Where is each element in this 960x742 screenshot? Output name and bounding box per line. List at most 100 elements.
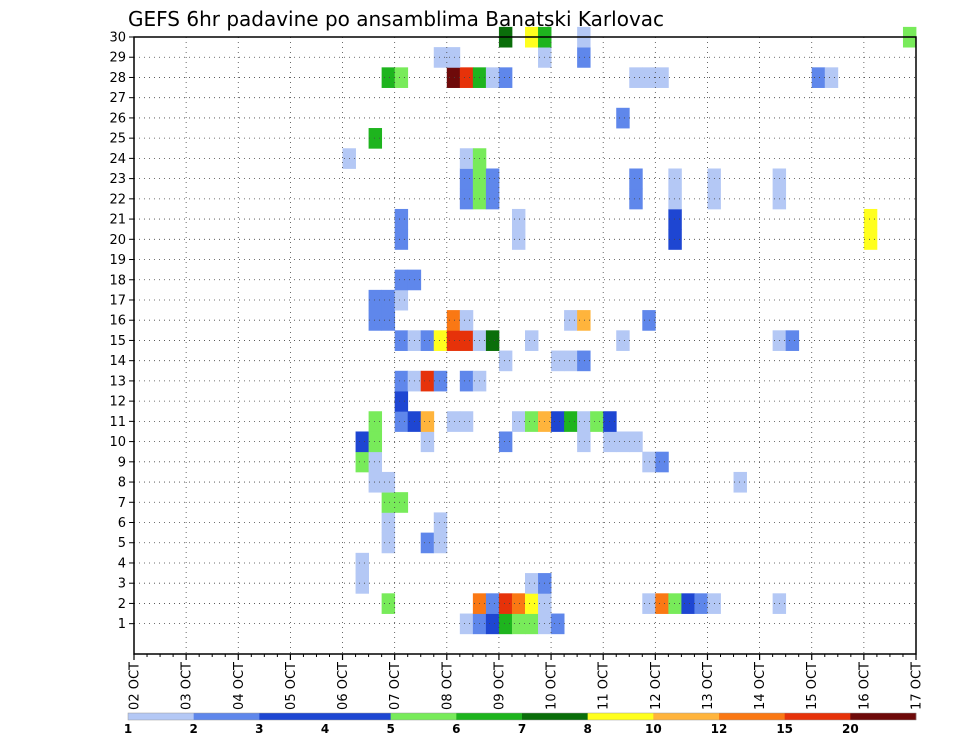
heatmap-cell [368,289,383,311]
heatmap-cell [446,310,461,331]
heatmap-cell [863,208,878,230]
y-tick-label: 20 [109,233,126,248]
heatmap-cell [381,532,396,554]
colorbar-segment [325,713,391,720]
heatmap-cell [459,370,474,392]
heatmap-cell [433,532,448,554]
colorbar-label: 12 [711,722,728,736]
heatmap-cell [381,492,396,513]
x-tick-label: 04 OCT [232,662,247,710]
heatmap-cell [355,552,369,574]
heatmap-cell [498,431,513,453]
heatmap-cell [459,411,474,432]
heatmap-cell [616,431,630,453]
heatmap-cell [394,391,409,412]
grid-lines [134,36,916,654]
heatmap-cell [420,370,435,392]
x-tick-label: 02 OCT [128,662,143,710]
heatmap-cell [616,330,630,351]
y-tick-label: 12 [109,395,126,410]
heatmap-cell [525,573,539,594]
y-tick-label: 23 [109,172,126,187]
heatmap-cell [668,593,682,614]
y-tick-label: 9 [118,455,126,470]
heatmap-cell [381,512,396,534]
heatmap-cell [420,411,435,432]
heatmap-cell [525,330,539,351]
heatmap-cell [381,289,396,311]
heatmap-cell [485,330,500,351]
y-tick-label: 24 [109,152,126,167]
heatmap-cell [655,67,669,88]
heatmap-cell [511,411,526,432]
heatmap-cell [668,188,682,210]
heatmap-cell [485,67,500,88]
heatmap-cell [785,330,800,351]
y-tick-label: 27 [109,91,126,106]
colorbar-segment [456,713,523,720]
heatmap-cell [511,613,526,635]
heatmap-cell [394,229,409,250]
heatmap-cell [433,512,448,534]
heatmap-cells [342,26,917,635]
x-tick-label: 10 OCT [545,662,560,710]
heatmap-cell [394,411,409,432]
heatmap-cell [485,613,500,635]
colorbar-segment [128,713,194,720]
y-tick-label: 17 [109,293,126,308]
y-tick-label: 2 [118,597,126,612]
heatmap-cell [668,168,682,190]
heatmap-cell [629,168,643,190]
colorbar-label: 4 [321,722,329,736]
heatmap-cell [368,411,383,432]
heatmap-cell [381,310,396,331]
y-tick-label: 26 [109,111,126,126]
heatmap-cell [394,67,409,88]
colorbar-label: 1 [124,722,132,736]
heatmap-cell [368,128,383,149]
colorbar-label: 10 [645,722,662,736]
heatmap-cell [577,47,591,68]
heatmap-cell [394,370,409,392]
colorbar-segment [719,713,785,720]
heatmap-cell [551,613,565,635]
x-tick-label: 15 OCT [805,662,820,710]
heatmap-cell [525,593,539,614]
colorbar-segment [653,713,720,720]
colorbar-label: 20 [842,722,859,736]
heatmap-cell [577,431,591,453]
y-tick-label: 22 [109,192,126,207]
heatmap-cell [394,208,409,230]
heatmap-cell [368,471,383,493]
colorbar-label: 3 [255,722,263,736]
heatmap-cell [577,411,591,432]
colorbar-label: 2 [189,722,197,736]
heatmap-cell [394,330,409,351]
heatmap-cell [577,350,591,372]
heatmap-cell [420,330,435,351]
x-tick-label: 14 OCT [753,662,768,710]
y-tick-label: 6 [118,516,126,531]
heatmap-cell [446,47,461,68]
heatmap-cell [446,67,461,88]
heatmap-cell [694,593,708,614]
y-tick-label: 16 [109,314,126,329]
colorbar-legend: 1 2 3 4 5 6 7 8 10 12 15 20 [124,712,917,736]
colorbar-segment [259,713,326,720]
heatmap-cell [433,330,448,351]
heatmap-cell [733,471,747,493]
colorbar-label: 15 [776,722,793,736]
heatmap-cell [511,593,526,614]
heatmap-cell [433,370,448,392]
heatmap-cell [459,330,474,351]
y-tick-label: 25 [109,132,126,147]
x-tick-label: 05 OCT [284,662,299,710]
heatmap-cell [485,168,500,190]
heatmap-cell [459,310,474,331]
heatmap-cell [459,67,474,88]
colorbar-label: 7 [518,722,526,736]
heatmap-cell [577,310,591,331]
heatmap-cell [551,411,565,432]
heatmap-cell [511,229,526,250]
